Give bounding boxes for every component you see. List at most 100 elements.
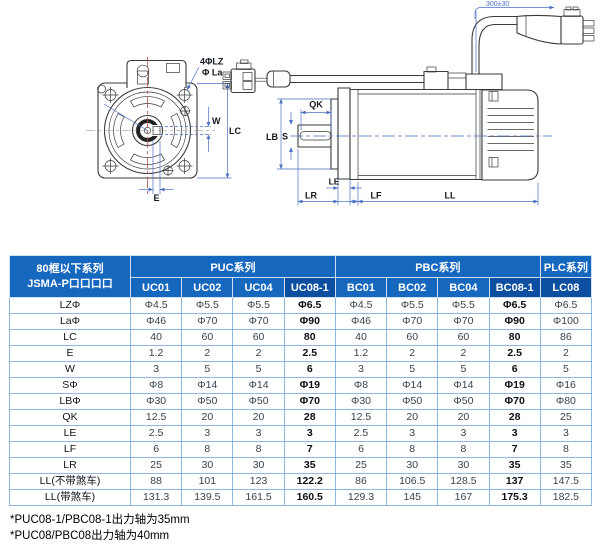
spec-cell: Φ70 [181, 313, 234, 330]
spec-cell: 2 [181, 345, 234, 362]
dim-label-s: S [282, 132, 288, 142]
spec-cell: 2 [386, 345, 439, 362]
spec-cell: 129.3 [334, 489, 388, 506]
spec-cell: 3 [232, 425, 285, 442]
group-header-puc: PUC系列 [130, 255, 336, 278]
spec-cell: 6 [129, 441, 183, 458]
spec-cell: 139.5 [181, 489, 234, 506]
spec-cell: 88 [129, 473, 183, 490]
spec-cell: Φ14 [181, 377, 234, 394]
spec-cell: 20 [437, 409, 490, 426]
spec-cell: 20 [386, 409, 439, 426]
dim-label-e: E [153, 193, 159, 203]
spec-cell: 6 [283, 361, 336, 378]
spec-cell: 30 [437, 457, 490, 474]
spec-cell: 145 [386, 489, 439, 506]
spec-cell: Φ30 [334, 393, 388, 410]
row-label: QK [9, 409, 131, 426]
spec-cell: Φ14 [232, 377, 285, 394]
spec-cell: Φ6.5 [539, 297, 593, 314]
corner-line1: 80框以下系列 [36, 263, 104, 276]
motor-dimension-drawing: W LC E 4ΦLZ Φ La [86, 1, 595, 206]
spec-cell: 8 [437, 441, 490, 458]
motor-body [330, 66, 539, 181]
group-header-plc: PLC系列 [539, 255, 593, 278]
dim-e: E [139, 141, 174, 203]
dim-label-ll: LL [445, 191, 456, 201]
spec-cell: 2.5 [488, 345, 541, 362]
group-header-row: 80框以下系列 JSMA-P口口口口 PUC系列 PBC系列 PLC系列 [9, 255, 593, 298]
row-label: W [9, 361, 131, 378]
spec-cell: 3 [488, 425, 541, 442]
spec-cell: 25 [539, 409, 593, 426]
spec-cell: 122.2 [283, 473, 336, 490]
spec-cell: Φ90 [283, 313, 336, 330]
column-header: BC02 [386, 277, 439, 298]
spec-cell: 3 [386, 425, 439, 442]
spec-row: LF 6 8 8 7 6 8 8 7 8 [9, 441, 593, 458]
leader-line [103, 103, 148, 131]
spec-cell: 80 [488, 329, 541, 346]
dim-lz-la: 4ΦLZ Φ La [186, 57, 224, 91]
dim-qk: QK [300, 100, 332, 130]
dim-label-lf: LF [371, 191, 382, 201]
spec-cell: 20 [232, 409, 285, 426]
spec-table-wrap: 80框以下系列 JSMA-P口口口口 PUC系列 PBC系列 PLC系列 UC0… [9, 255, 593, 506]
row-label: LC [9, 329, 131, 346]
spec-cell: Φ70 [386, 313, 439, 330]
spec-cell: 12.5 [334, 409, 388, 426]
spec-cell: 60 [437, 329, 490, 346]
row-label: LaΦ [9, 313, 131, 330]
dim-lb: LB [266, 98, 331, 170]
column-header: UC01 [129, 277, 183, 298]
spec-cell: 160.5 [283, 489, 336, 506]
spec-cell: 131.3 [129, 489, 183, 506]
footnotes: *PUC08-1/PBC08-1出力轴为35mm *PUC08/PBC08出力轴… [10, 512, 190, 544]
column-header: UC02 [181, 277, 234, 298]
spec-cell: 35 [488, 457, 541, 474]
spec-cell: 60 [181, 329, 234, 346]
dim-cable-length: 300±30 [474, 1, 555, 72]
spec-cell: Φ19 [283, 377, 336, 394]
spec-cell: Φ100 [539, 313, 593, 330]
dim-s: S [282, 112, 293, 160]
spec-cell: 40 [129, 329, 183, 346]
corner-header: 80框以下系列 JSMA-P口口口口 [9, 255, 131, 298]
cover-arc-slots [113, 96, 182, 165]
spec-cell: 60 [232, 329, 285, 346]
dim-baseline: LR LF LL [297, 149, 539, 206]
spec-cell: 30 [232, 457, 285, 474]
spec-cell: 3 [129, 361, 183, 378]
spec-cell: Φ90 [488, 313, 541, 330]
spec-cell: 2.5 [129, 425, 183, 442]
spec-cell: 2.5 [334, 425, 388, 442]
spec-cell: 137 [488, 473, 541, 490]
column-header: LC08 [539, 277, 593, 298]
spec-cell: Φ14 [386, 377, 439, 394]
row-label: LL(不带煞车) [9, 473, 131, 490]
spec-cell: 106.5 [386, 473, 439, 490]
spec-cell: Φ16 [539, 377, 593, 394]
spec-cell: 2.5 [283, 345, 336, 362]
column-header: BC08-1 [488, 277, 541, 298]
spec-cell: Φ50 [437, 393, 490, 410]
column-header: UC08-1 [283, 277, 336, 298]
spec-cell: Φ50 [232, 393, 285, 410]
spec-row: LL(不带煞车) 88 101 123 122.2 86 106.5 128.5 137 147.… [9, 473, 593, 490]
spec-cell: 86 [334, 473, 388, 490]
motor-side-view: 300±30 QK LB S LE [222, 1, 595, 206]
spec-cell: Φ8 [334, 377, 388, 394]
spec-row: LL(带煞车) 131.3 139.5 161.5 160.5 129.3 145 167 17… [9, 489, 593, 506]
row-label: SΦ [9, 377, 131, 394]
spec-row: LE 2.5 3 3 3 2.5 3 3 3 3 [9, 425, 593, 442]
spec-cell: 175.3 [488, 489, 541, 506]
spec-cell: 5 [386, 361, 439, 378]
spec-cell: 35 [283, 457, 336, 474]
spec-cell: 3 [283, 425, 336, 442]
column-header-row: UC01 UC02 UC04 UC08-1 BC01 BC02 BC04 BC08-1 LC08 [10, 277, 593, 298]
spec-cell: 5 [539, 361, 593, 378]
spec-cell: 12.5 [129, 409, 183, 426]
spec-cell: 3 [437, 425, 490, 442]
mounting-bolt-holes [97, 84, 193, 176]
spec-cell: 3 [334, 361, 388, 378]
